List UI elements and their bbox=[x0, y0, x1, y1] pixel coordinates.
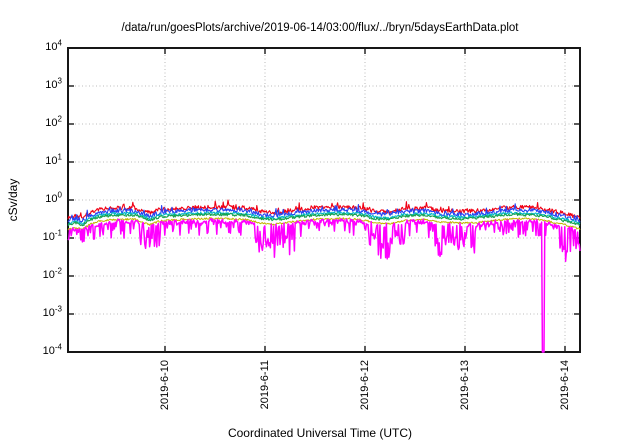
series-ch6-magenta bbox=[67, 218, 581, 353]
y-tick-label: 100 bbox=[45, 190, 62, 205]
y-tick-label: 104 bbox=[45, 38, 62, 53]
series-ch4-green bbox=[67, 212, 581, 227]
y-tick-label: 103 bbox=[45, 76, 62, 91]
y-tick-label: 10-2 bbox=[42, 266, 62, 281]
y-tick-label: 10-4 bbox=[42, 342, 62, 357]
x-axis-label: Coordinated Universal Time (UTC) bbox=[227, 426, 413, 440]
x-tick-label: 2019-6-12 bbox=[359, 360, 371, 410]
y-tick-label: 101 bbox=[45, 152, 62, 167]
x-tick-label: 2019-6-10 bbox=[159, 360, 171, 410]
y-tick-label: 10-3 bbox=[42, 304, 62, 319]
y-tick-label: 102 bbox=[45, 114, 62, 129]
series-ch3-cyan bbox=[67, 211, 581, 225]
x-tick-label: 2019-6-11 bbox=[259, 360, 271, 409]
x-tick-label: 2019-6-14 bbox=[559, 360, 571, 410]
x-tick-label: 2019-6-13 bbox=[459, 360, 471, 410]
y-tick-label: 10-1 bbox=[42, 228, 62, 243]
plot-title: /data/run/goesPlots/archive/2019-06-14/0… bbox=[121, 22, 519, 34]
